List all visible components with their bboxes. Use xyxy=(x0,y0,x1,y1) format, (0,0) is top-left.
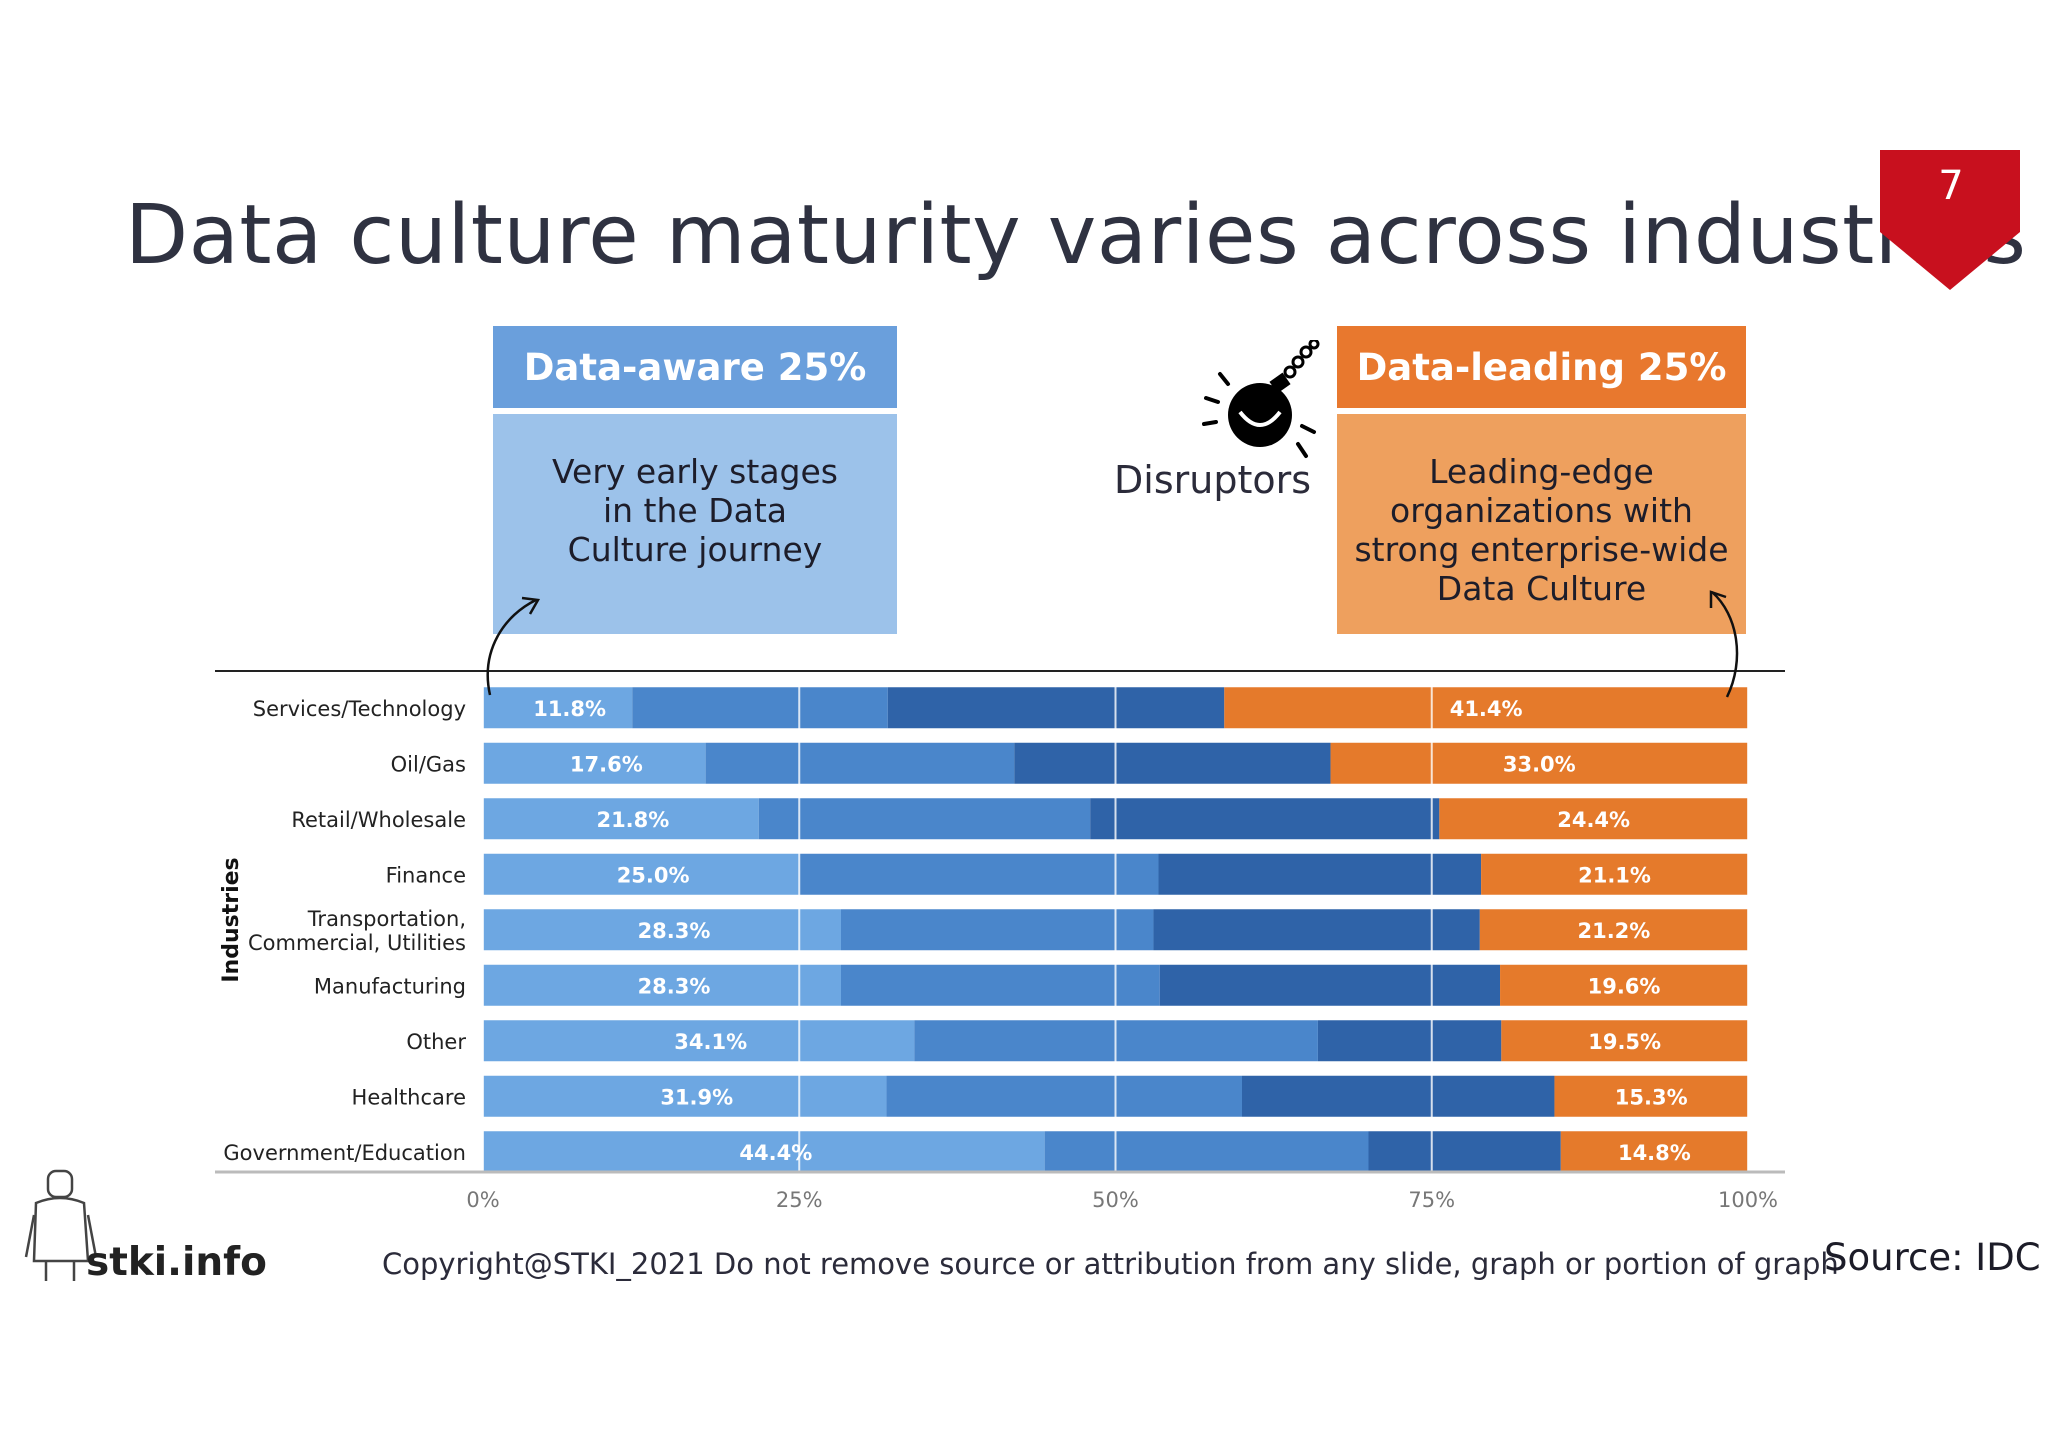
data-label-data-aware: 25.0% xyxy=(617,863,690,887)
category-label: Finance xyxy=(386,863,466,887)
data-aware-heading: Data-aware 25% xyxy=(493,326,897,408)
bar-segment xyxy=(1500,964,1748,1006)
bar-segment xyxy=(1330,742,1748,784)
data-label-data-aware: 31.9% xyxy=(660,1085,733,1109)
bar-segment xyxy=(1044,1131,1369,1173)
category-label: Commercial, Utilities xyxy=(248,931,466,955)
y-axis-title: Industries xyxy=(219,857,244,982)
bar-segment xyxy=(1481,853,1748,895)
data-aware-line: Culture journey xyxy=(567,530,823,569)
bar-segment xyxy=(483,1020,915,1062)
data-label-data-aware: 28.3% xyxy=(638,974,711,998)
bar-segment xyxy=(1560,1131,1748,1173)
bar-segment xyxy=(1368,1131,1561,1173)
bar-segment xyxy=(632,687,888,729)
data-label-data-leading: 21.2% xyxy=(1577,919,1650,943)
bar-segment xyxy=(1090,798,1440,840)
bar-segment xyxy=(1014,742,1331,784)
bar-segment xyxy=(483,1131,1045,1173)
page-number-badge xyxy=(1880,150,2020,290)
data-label-data-leading: 14.8% xyxy=(1618,1141,1691,1165)
data-label-data-leading: 33.0% xyxy=(1503,752,1576,776)
stacked-bar-chart: Services/Technology 11.8% 41.4% Oil/Gas 17.6… xyxy=(215,590,1785,1212)
arrow-head-data-leading xyxy=(1709,590,1727,608)
category-label: Manufacturing xyxy=(314,974,466,998)
page-number: 7 xyxy=(1938,163,1964,209)
bar-segment xyxy=(483,853,800,895)
data-label-data-aware: 17.6% xyxy=(570,752,643,776)
category-label: Retail/Wholesale xyxy=(291,808,466,832)
bar-segment xyxy=(886,1075,1242,1117)
data-leading-line: Data Culture xyxy=(1436,569,1647,608)
data-label-data-leading: 15.3% xyxy=(1615,1085,1688,1109)
source-label: Source: IDC xyxy=(1824,1236,2041,1279)
bar-segment xyxy=(1554,1075,1748,1117)
bar-segment xyxy=(1153,909,1480,951)
arrow-data-aware xyxy=(486,598,537,696)
category-label: Other xyxy=(406,1030,466,1054)
bar-segment xyxy=(1242,1075,1555,1117)
disruptors-label: Disruptors xyxy=(1114,458,1312,502)
data-label-data-leading: 19.5% xyxy=(1588,1030,1661,1054)
data-label-data-leading: 41.4% xyxy=(1450,697,1523,721)
stki-logo-text: stki.info xyxy=(86,1240,267,1285)
data-label-data-aware: 11.8% xyxy=(533,697,606,721)
data-leading-line: Leading-edge xyxy=(1429,452,1654,491)
arrow-data-leading xyxy=(1711,591,1739,698)
bar-segment xyxy=(483,798,759,840)
bar-segment xyxy=(1439,798,1748,840)
data-label-data-leading: 19.6% xyxy=(1588,974,1661,998)
x-tick-label: 25% xyxy=(776,1188,823,1212)
bar-segment xyxy=(887,687,1225,729)
bar-segment xyxy=(483,687,633,729)
bar-segment xyxy=(1501,1020,1748,1062)
bomb-icon xyxy=(1202,340,1320,458)
data-label-data-leading: 21.1% xyxy=(1578,863,1651,887)
bar-segment xyxy=(1479,909,1748,951)
category-label: Healthcare xyxy=(352,1085,466,1109)
arrow-head-data-aware xyxy=(521,596,541,615)
bar-segment xyxy=(483,742,706,784)
x-tick-label: 50% xyxy=(1092,1188,1139,1212)
bar-segment xyxy=(1317,1020,1502,1062)
bar-segment xyxy=(1159,964,1501,1006)
bar-segment xyxy=(799,853,1159,895)
data-label-data-aware: 28.3% xyxy=(638,919,711,943)
x-tick-label: 100% xyxy=(1718,1188,1778,1212)
bar-segment xyxy=(840,909,1154,951)
bar-segment xyxy=(705,742,1015,784)
stki-mascot-icon xyxy=(24,1169,98,1281)
data-leading-heading: Data-leading 25% xyxy=(1337,326,1746,408)
category-label: Government/Education xyxy=(223,1141,466,1165)
data-aware-line: in the Data xyxy=(602,491,787,530)
bar-segment xyxy=(483,909,841,951)
x-tick-label: 75% xyxy=(1408,1188,1455,1212)
bar-segment xyxy=(483,1075,887,1117)
copyright-notice: Copyright@STKI_2021 Do not remove source… xyxy=(382,1247,1839,1281)
slide-title: Data culture maturity varies across indu… xyxy=(125,188,2027,283)
bar-segment xyxy=(1158,853,1482,895)
data-leading-line: organizations with xyxy=(1390,491,1693,530)
data-label-data-aware: 21.8% xyxy=(596,808,669,832)
bar-segment xyxy=(483,964,841,1006)
data-aware-line: Very early stages xyxy=(552,452,838,491)
data-leading-line: strong enterprise-wide xyxy=(1354,530,1729,569)
bar-segment xyxy=(758,798,1091,840)
x-tick-label: 0% xyxy=(466,1188,499,1212)
category-label: Oil/Gas xyxy=(391,752,466,776)
data-leading-description: Leading-edge organizations with strong e… xyxy=(1337,414,1746,634)
data-aware-description: Very early stages in the Data Culture jo… xyxy=(493,414,897,634)
data-label-data-aware: 44.4% xyxy=(739,1141,812,1165)
bar-segment xyxy=(840,964,1160,1006)
bar-segment xyxy=(1224,687,1748,729)
data-label-data-aware: 34.1% xyxy=(674,1030,747,1054)
data-label-data-leading: 24.4% xyxy=(1557,808,1630,832)
category-label: Services/Technology xyxy=(253,697,466,721)
category-label: Transportation, xyxy=(307,907,466,931)
